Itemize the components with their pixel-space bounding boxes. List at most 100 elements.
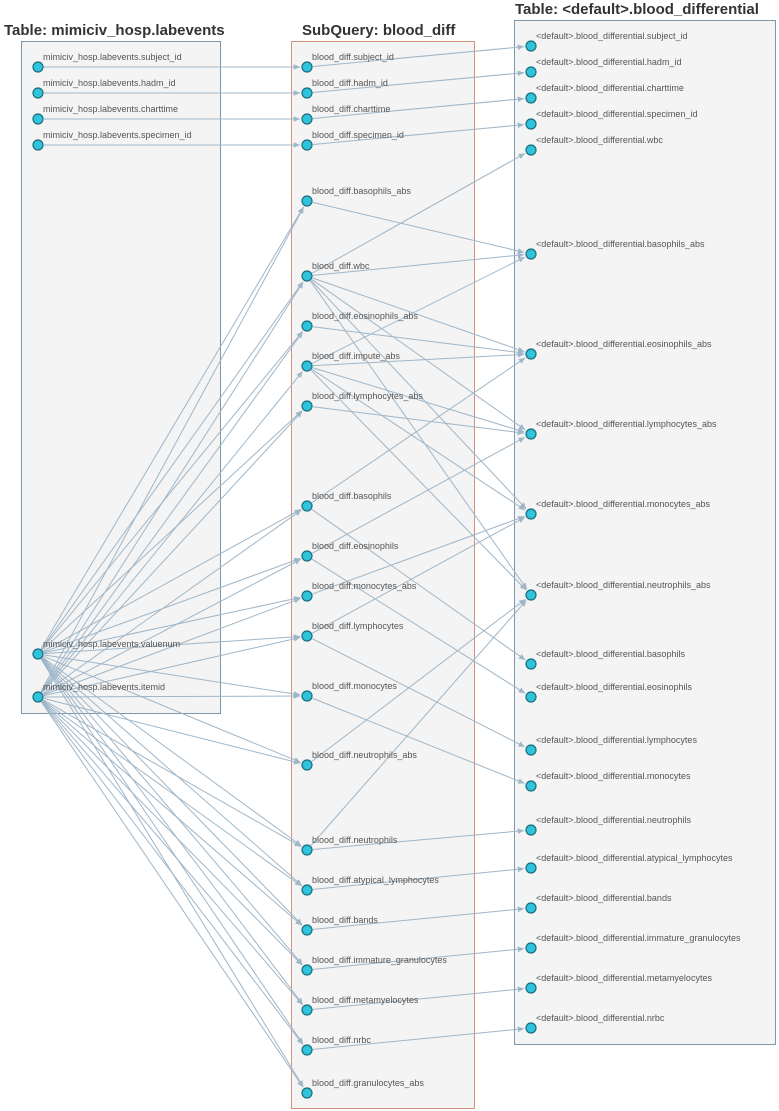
source-column-port[interactable] <box>32 87 44 99</box>
subquery-to-target-edge <box>310 280 527 510</box>
subquery-column-port[interactable] <box>301 61 313 73</box>
subquery-column-label: blood_diff.metamyelocytes <box>312 995 419 1005</box>
subquery-to-target-edge <box>312 44 525 67</box>
subquery-to-target-edge <box>312 201 525 254</box>
target-column-port[interactable] <box>525 658 537 670</box>
target-column-port[interactable] <box>525 428 537 440</box>
source-column-label: mimiciv_hosp.labevents.hadm_id <box>43 78 176 88</box>
target-column-label: <default>.blood_differential.bands <box>536 893 672 903</box>
subquery-column-port[interactable] <box>301 690 313 702</box>
source-column-label: mimiciv_hosp.labevents.specimen_id <box>43 130 192 140</box>
target-table-box[interactable] <box>514 20 776 1045</box>
target-column-port[interactable] <box>525 348 537 360</box>
target-column-port[interactable] <box>525 780 537 792</box>
subquery-column-port[interactable] <box>301 1044 313 1056</box>
target-column-label: <default>.blood_differential.nrbc <box>536 1013 665 1023</box>
source-column-port[interactable] <box>32 648 44 660</box>
target-column-label: <default>.blood_differential.subject_id <box>536 31 688 41</box>
subquery-to-target-edge <box>312 946 525 970</box>
source-to-subquery-edge <box>43 557 301 653</box>
subquery-column-port[interactable] <box>301 759 313 771</box>
subquery-column-port[interactable] <box>301 500 313 512</box>
subquery-column-port[interactable] <box>301 400 313 412</box>
subquery-column-label: blood_diff.atypical_lymphocytes <box>312 875 439 885</box>
subquery-to-target-edge <box>311 279 526 431</box>
subquery-column-port[interactable] <box>301 139 313 151</box>
subquery-column-label: blood_diff.monocytes <box>312 681 397 691</box>
subquery-to-target-edge <box>312 866 525 890</box>
subquery-to-target-edge <box>311 357 526 504</box>
subquery-to-target-edge <box>311 368 526 511</box>
subquery-column-port[interactable] <box>301 1087 313 1099</box>
subquery-column-label: blood_diff.basophils <box>312 491 392 501</box>
target-column-port[interactable] <box>525 66 537 78</box>
target-column-port[interactable] <box>525 862 537 874</box>
source-to-subquery-edge <box>41 371 303 693</box>
source-to-subquery-edge <box>41 658 304 1005</box>
target-column-port[interactable] <box>525 40 537 52</box>
source-to-subquery-edge <box>40 206 304 650</box>
subquery-column-port[interactable] <box>301 550 313 562</box>
source-to-subquery-edge <box>43 697 301 765</box>
subquery-to-target-edge <box>312 986 525 1010</box>
source-table-box[interactable] <box>21 41 221 714</box>
target-column-port[interactable] <box>525 144 537 156</box>
subquery-column-port[interactable] <box>301 590 313 602</box>
subquery-column-port[interactable] <box>301 844 313 856</box>
subquery-column-label: blood_diff.neutrophils <box>312 835 398 845</box>
subquery-column-port[interactable] <box>301 320 313 332</box>
subquery-column-port[interactable] <box>301 924 313 936</box>
target-column-port[interactable] <box>525 248 537 260</box>
subquery-to-target-edge <box>312 252 525 276</box>
source-to-subquery-edge <box>43 693 301 699</box>
subquery-column-label: blood_diff.eosinophils <box>312 541 399 551</box>
subquery-column-port[interactable] <box>301 630 313 642</box>
subquery-to-target-edge <box>310 280 528 590</box>
subquery-to-target-edge <box>312 351 525 367</box>
target-column-port[interactable] <box>525 691 537 703</box>
source-column-port[interactable] <box>32 139 44 151</box>
source-column-port[interactable] <box>32 113 44 125</box>
subquery-column-label: blood_diff.bands <box>312 915 378 925</box>
subquery-column-port[interactable] <box>301 964 313 976</box>
target-column-label: <default>.blood_differential.hadm_id <box>536 57 682 67</box>
target-column-port[interactable] <box>525 824 537 836</box>
source-to-subquery-edge <box>42 657 302 847</box>
target-column-port[interactable] <box>525 902 537 914</box>
source-to-subquery-edge <box>41 331 304 693</box>
target-column-port[interactable] <box>525 508 537 520</box>
source-to-subquery-edge <box>41 657 303 926</box>
target-column-port[interactable] <box>525 942 537 954</box>
target-column-label: <default>.blood_differential.charttime <box>536 83 684 93</box>
subquery-to-target-edge <box>312 516 526 634</box>
target-column-label: <default>.blood_differential.eosinophils <box>536 682 692 692</box>
source-to-subquery-edge <box>41 281 304 650</box>
target-column-port[interactable] <box>525 118 537 130</box>
subquery-column-port[interactable] <box>301 87 313 99</box>
source-column-port[interactable] <box>32 61 44 73</box>
subquery-box[interactable] <box>291 41 475 1109</box>
target-column-port[interactable] <box>525 744 537 756</box>
subquery-column-port[interactable] <box>301 195 313 207</box>
source-column-port[interactable] <box>32 691 44 703</box>
target-column-port[interactable] <box>525 92 537 104</box>
subquery-column-label: blood_diff.wbc <box>312 261 370 271</box>
subquery-column-port[interactable] <box>301 1004 313 1016</box>
subquery-column-label: blood_diff.eosinophils_abs <box>312 311 418 321</box>
subquery-column-port[interactable] <box>301 270 313 282</box>
subquery-column-port[interactable] <box>301 884 313 896</box>
target-column-port[interactable] <box>525 1022 537 1034</box>
subquery-column-port[interactable] <box>301 360 313 372</box>
source-to-subquery-edge <box>42 657 303 886</box>
target-column-port[interactable] <box>525 589 537 601</box>
subquery-column-port[interactable] <box>301 113 313 125</box>
subquery-to-target-edge <box>312 367 525 433</box>
source-to-subquery-edge <box>41 700 303 966</box>
subquery-column-label: blood_diff.impute_abs <box>312 351 400 361</box>
subquery-to-target-edge <box>312 1026 525 1050</box>
target-column-port[interactable] <box>525 982 537 994</box>
target-column-label: <default>.blood_differential.monocytes <box>536 771 691 781</box>
source-table-title: Table: mimiciv_hosp.labevents <box>4 22 225 39</box>
subquery-column-label: blood_diff.lymphocytes_abs <box>312 391 423 401</box>
